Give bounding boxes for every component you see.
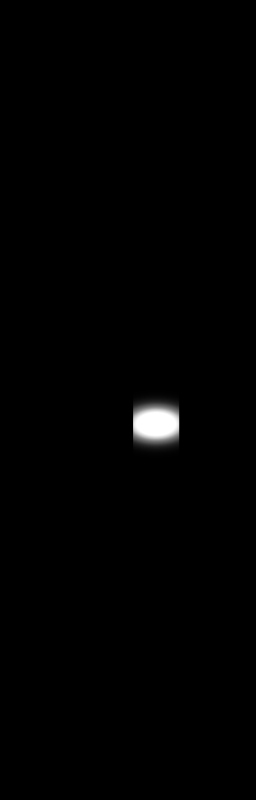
- Text: 72: 72: [88, 144, 120, 168]
- Bar: [133, 0, 179, 800]
- Polygon shape: [183, 390, 210, 458]
- Text: 95: 95: [87, 82, 120, 106]
- Text: 36: 36: [87, 384, 120, 408]
- Text: 55: 55: [87, 242, 120, 266]
- Text: 28: 28: [88, 476, 120, 500]
